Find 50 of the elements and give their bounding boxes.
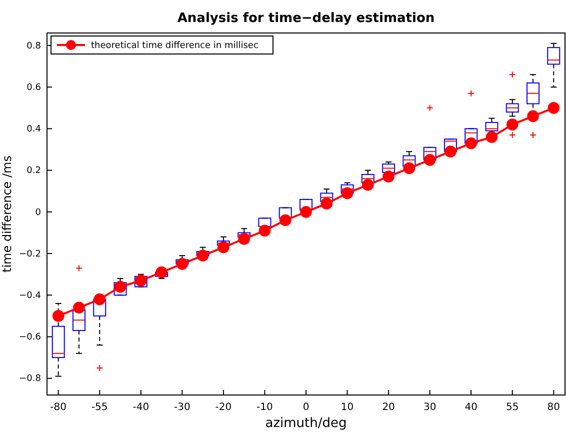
point [114, 280, 126, 293]
x-tick-label: 30 [423, 402, 436, 414]
y-tick-label: 0.4 [26, 124, 42, 135]
y-tick-label: 0.8 [26, 41, 42, 52]
point [548, 102, 560, 114]
y-axis-title: time difference /ms [0, 156, 14, 272]
point [320, 198, 333, 210]
point [403, 162, 416, 174]
point [486, 131, 498, 143]
x-tick-label: 80 [547, 402, 560, 414]
point [218, 241, 230, 254]
x-tick-label: -10 [256, 402, 273, 414]
x-tick-label: 10 [340, 402, 354, 414]
point [424, 154, 436, 166]
x-axis-title: azimuth/deg [265, 416, 347, 431]
y-tick-label: −0.6 [19, 332, 42, 343]
point [300, 206, 312, 218]
point [506, 118, 518, 130]
y-tick-label: 0.2 [26, 166, 41, 176]
point [176, 258, 188, 270]
y-tick-label: −0.8 [19, 374, 42, 384]
y-tick-label: 0.6 [26, 82, 42, 93]
point [196, 250, 209, 262]
point [527, 110, 539, 122]
point [238, 233, 250, 245]
x-tick-label: -30 [174, 402, 190, 414]
point [279, 214, 292, 226]
x-tick-label: -55 [91, 402, 108, 414]
point [52, 310, 64, 322]
point [465, 137, 478, 150]
point [382, 170, 394, 182]
point [444, 146, 456, 158]
x-tick-label: -80 [50, 402, 67, 414]
y-tick-label: −0.4 [19, 291, 42, 302]
chart-title: Analysis for time−delay estimation [177, 11, 435, 26]
x-tick-label: 0 [302, 402, 310, 414]
y-tick-label: −0.2 [19, 249, 41, 260]
point [94, 293, 106, 306]
y-tick-label: 0 [35, 208, 42, 218]
point [362, 178, 374, 191]
x-tick-label: 55 [506, 402, 519, 414]
point [156, 266, 168, 278]
point [258, 224, 271, 237]
x-tick-label: 40 [464, 402, 478, 414]
x-tick-label: -20 [215, 402, 232, 414]
x-tick-label: -40 [132, 402, 150, 414]
point [341, 187, 354, 200]
point [73, 302, 85, 314]
x-tick-label: 20 [382, 402, 395, 414]
legend-label: theoretical time difference in millisec [91, 41, 258, 51]
